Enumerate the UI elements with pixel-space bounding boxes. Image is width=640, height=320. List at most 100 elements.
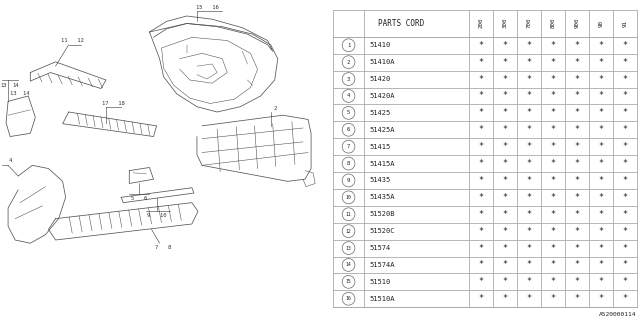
Text: *: * <box>574 210 579 219</box>
Text: *: * <box>574 176 579 185</box>
Text: *: * <box>550 277 556 286</box>
Text: 8: 8 <box>347 161 350 166</box>
Text: 200: 200 <box>479 18 483 28</box>
Text: *: * <box>479 260 483 269</box>
Text: 3   4: 3 4 <box>0 157 12 163</box>
Text: *: * <box>526 159 531 168</box>
Text: *: * <box>502 294 508 303</box>
Text: *: * <box>502 92 508 100</box>
Text: *: * <box>526 41 531 50</box>
Text: *: * <box>574 58 579 67</box>
Text: *: * <box>574 227 579 236</box>
Text: 6: 6 <box>347 127 350 132</box>
Text: 51520B: 51520B <box>369 211 395 217</box>
Text: *: * <box>502 108 508 117</box>
Text: 14: 14 <box>346 262 351 268</box>
Text: 300: 300 <box>502 18 508 28</box>
Text: *: * <box>526 294 531 303</box>
Text: *: * <box>502 159 508 168</box>
Text: *: * <box>574 260 579 269</box>
Text: *: * <box>550 210 556 219</box>
Text: *: * <box>526 193 531 202</box>
Text: *: * <box>598 75 604 84</box>
Text: *: * <box>479 294 483 303</box>
Text: *: * <box>502 125 508 134</box>
Text: *: * <box>598 142 604 151</box>
Text: *: * <box>502 41 508 50</box>
Text: *: * <box>502 210 508 219</box>
Text: *: * <box>550 75 556 84</box>
Text: *: * <box>598 210 604 219</box>
Text: *: * <box>598 294 604 303</box>
Text: *: * <box>479 277 483 286</box>
Text: 51510: 51510 <box>369 279 390 285</box>
Text: *: * <box>622 227 627 236</box>
Text: 10: 10 <box>346 195 351 200</box>
Text: 7   8: 7 8 <box>156 245 172 250</box>
Text: 51510A: 51510A <box>369 296 395 302</box>
Text: 3: 3 <box>347 76 350 82</box>
Text: *: * <box>574 108 579 117</box>
Text: *: * <box>526 125 531 134</box>
Text: 12: 12 <box>346 229 351 234</box>
Text: *: * <box>479 75 483 84</box>
Text: *: * <box>526 277 531 286</box>
Text: 16: 16 <box>346 296 351 301</box>
Text: *: * <box>479 58 483 67</box>
Text: 11: 11 <box>346 212 351 217</box>
Text: *: * <box>622 75 627 84</box>
Text: *: * <box>526 176 531 185</box>
Text: 51420A: 51420A <box>369 93 395 99</box>
Text: *: * <box>622 244 627 252</box>
Text: *: * <box>598 159 604 168</box>
Text: 13: 13 <box>0 84 6 88</box>
Text: *: * <box>479 92 483 100</box>
Text: *: * <box>479 142 483 151</box>
Text: *: * <box>622 210 627 219</box>
Text: *: * <box>502 142 508 151</box>
Text: 2: 2 <box>273 106 276 111</box>
Text: *: * <box>550 92 556 100</box>
Text: *: * <box>598 176 604 185</box>
Text: *: * <box>574 142 579 151</box>
Text: 800: 800 <box>550 18 556 28</box>
Text: *: * <box>622 92 627 100</box>
Text: 51520C: 51520C <box>369 228 395 234</box>
Text: *: * <box>622 142 627 151</box>
Text: *: * <box>526 58 531 67</box>
Text: *: * <box>550 294 556 303</box>
Text: *: * <box>598 92 604 100</box>
Text: *: * <box>550 41 556 50</box>
Text: 91: 91 <box>622 20 627 27</box>
Text: *: * <box>550 260 556 269</box>
Text: *: * <box>574 92 579 100</box>
Text: *: * <box>479 210 483 219</box>
Text: *: * <box>479 125 483 134</box>
Text: *: * <box>622 108 627 117</box>
Text: 15: 15 <box>346 279 351 284</box>
Text: *: * <box>550 176 556 185</box>
Text: 9: 9 <box>347 178 350 183</box>
Text: 51435A: 51435A <box>369 194 395 200</box>
Text: *: * <box>479 193 483 202</box>
Text: *: * <box>550 159 556 168</box>
Text: 51574A: 51574A <box>369 262 395 268</box>
Text: 900: 900 <box>574 18 579 28</box>
Text: 14: 14 <box>12 84 19 88</box>
Text: *: * <box>550 58 556 67</box>
Text: 51420: 51420 <box>369 76 390 82</box>
Text: *: * <box>574 277 579 286</box>
Text: *: * <box>479 159 483 168</box>
Text: 15   16: 15 16 <box>196 5 218 10</box>
Text: *: * <box>574 244 579 252</box>
Text: 51425: 51425 <box>369 110 390 116</box>
Text: *: * <box>598 193 604 202</box>
Text: 700: 700 <box>526 18 531 28</box>
Text: *: * <box>502 260 508 269</box>
Text: *: * <box>479 176 483 185</box>
Text: *: * <box>526 92 531 100</box>
Text: *: * <box>574 41 579 50</box>
Text: *: * <box>622 176 627 185</box>
Text: *: * <box>574 193 579 202</box>
Text: *: * <box>598 244 604 252</box>
